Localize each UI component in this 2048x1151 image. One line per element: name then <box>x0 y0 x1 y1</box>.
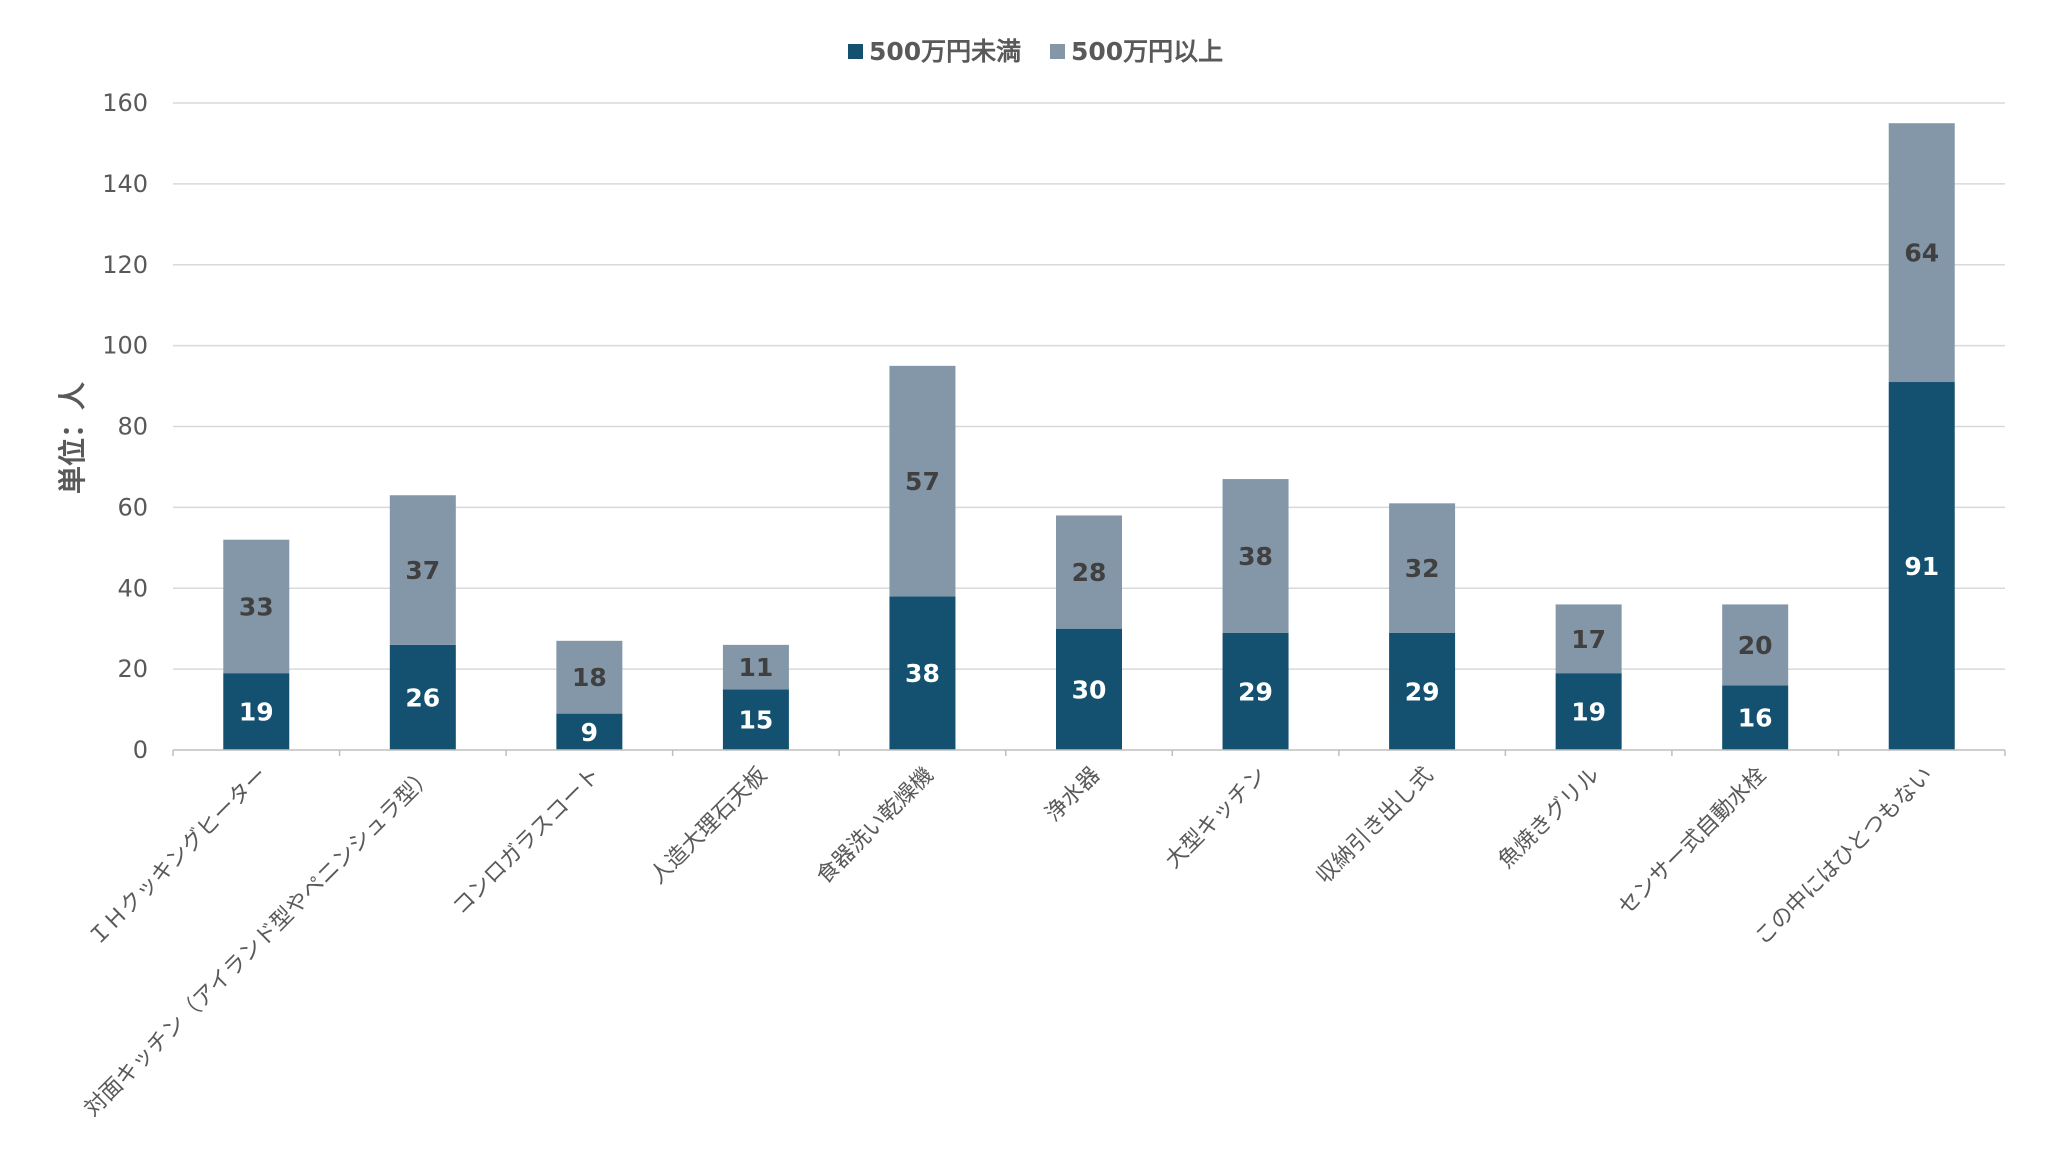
bar-segment <box>889 596 956 750</box>
data-label: 19 <box>1571 698 1606 727</box>
data-label: 17 <box>1571 625 1606 654</box>
data-label: 64 <box>1904 239 1939 268</box>
x-tick-label: センサー式自動水栓 <box>1614 763 1772 921</box>
y-tick-label: 100 <box>102 332 148 360</box>
data-label: 91 <box>1904 552 1939 581</box>
axes: 0 20 40 60 80 100 120 140 160 ＩＨクッキングヒーター対面キッチン（ア… <box>80 89 2006 1122</box>
data-label: 37 <box>405 556 440 585</box>
bar-segment <box>1222 479 1289 633</box>
legend: 500万円未満 500万円以上 <box>848 37 1223 66</box>
bar-segment <box>722 689 789 750</box>
y-tick-label: 0 <box>133 736 148 764</box>
data-label: 38 <box>905 659 940 688</box>
y-tick-label: 120 <box>102 251 148 279</box>
x-tick-label: ＩＨクッキングヒーター <box>84 763 272 951</box>
bar-segment <box>889 365 956 597</box>
x-tick-label: 大型キッチン <box>1161 763 1272 874</box>
data-label: 20 <box>1738 631 1773 660</box>
bar-segment <box>223 673 290 750</box>
y-axis-label: 単位：人 <box>56 382 89 494</box>
x-tick-label: 対面キッチン（アイランド型やペニンシュラ型） <box>80 763 439 1122</box>
data-label: 16 <box>1738 704 1773 733</box>
gridlines <box>173 102 2005 670</box>
bar-segment <box>1722 685 1789 750</box>
bar-segment <box>1555 604 1622 674</box>
bar-segment <box>1888 382 1955 750</box>
data-label: 57 <box>905 467 940 496</box>
x-tick-label: 収納引き出し式 <box>1312 763 1439 890</box>
data-label: 33 <box>239 592 274 621</box>
legend-label: 500万円以上 <box>1071 37 1223 66</box>
bar-segment <box>1888 123 1955 383</box>
bar-segment <box>1056 628 1122 750</box>
bar-segment <box>1389 632 1456 750</box>
bar-segment <box>1555 673 1622 750</box>
data-label: 38 <box>1238 542 1273 571</box>
bar-segment <box>1722 604 1789 686</box>
legend-swatch <box>1050 44 1065 59</box>
bar-segment <box>556 640 623 714</box>
data-label: 29 <box>1405 677 1440 706</box>
data-label: 26 <box>405 683 440 712</box>
bar-segment <box>389 495 456 645</box>
data-label: 15 <box>739 706 774 735</box>
data-label: 29 <box>1238 677 1273 706</box>
legend-label: 500万円未満 <box>869 37 1021 66</box>
bar-segment <box>1389 503 1456 633</box>
y-tick-label: 20 <box>117 655 148 683</box>
bar-segment <box>1056 515 1122 629</box>
y-tick-label: 60 <box>117 493 148 521</box>
x-tick-label: 魚焼きグリル <box>1494 763 1605 874</box>
bar-segment <box>722 644 789 690</box>
y-tick-label: 80 <box>117 413 148 441</box>
bar-segment <box>1222 632 1289 750</box>
y-tick-label: 140 <box>102 170 148 198</box>
x-tick-label: 浄水器 <box>1041 763 1105 827</box>
data-label: 19 <box>239 698 274 727</box>
legend-swatch <box>848 44 863 59</box>
x-tick-label: この中にはひとつもない <box>1750 763 1938 951</box>
bar-segment <box>389 644 456 750</box>
data-label: 18 <box>572 663 607 692</box>
data-label: 32 <box>1405 554 1440 583</box>
data-label: 9 <box>581 718 598 747</box>
y-tick-label: 40 <box>117 574 148 602</box>
x-tick-label: コンロガラスコート <box>448 763 605 920</box>
bar-segment <box>223 539 290 674</box>
y-tick-label: 160 <box>102 89 148 117</box>
data-label: 28 <box>1072 558 1107 587</box>
bar-segment <box>556 713 623 750</box>
data-label: 11 <box>739 653 774 682</box>
data-label: 30 <box>1072 675 1107 704</box>
bars: 19 33 26 37 9 18 15 11 38 57 30 28 29 38 29 32 19 17 16 20 9… <box>223 123 1955 750</box>
x-tick-label: 人造大理石天板 <box>646 763 773 890</box>
x-tick-label: 食器洗い乾燥機 <box>812 763 939 890</box>
